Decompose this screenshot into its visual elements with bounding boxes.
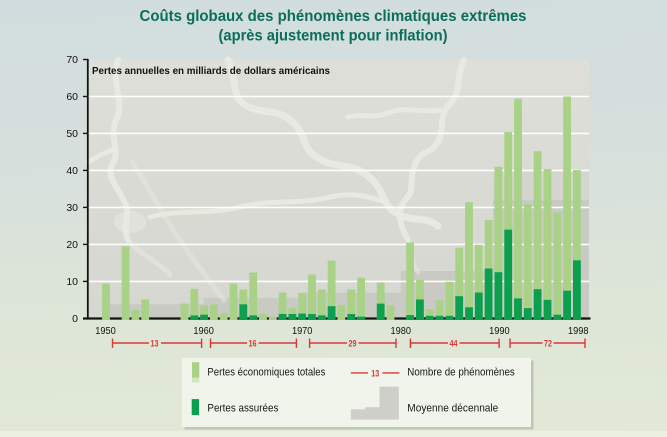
svg-text:Pertes annuelles en milliards: Pertes annuelles en milliards de dollars… bbox=[92, 65, 330, 77]
svg-text:1960: 1960 bbox=[193, 326, 214, 337]
svg-text:16: 16 bbox=[249, 339, 257, 350]
svg-text:0: 0 bbox=[72, 313, 78, 325]
svg-text:1970: 1970 bbox=[292, 326, 313, 337]
svg-text:Nombre de phénomènes: Nombre de phénomènes bbox=[407, 366, 515, 378]
svg-text:Pertes assurées: Pertes assurées bbox=[207, 403, 279, 415]
svg-text:Moyenne décennale: Moyenne décennale bbox=[407, 403, 498, 415]
svg-text:13: 13 bbox=[151, 339, 159, 350]
svg-text:30: 30 bbox=[66, 202, 78, 214]
svg-text:10: 10 bbox=[66, 276, 78, 288]
svg-text:1980: 1980 bbox=[391, 326, 412, 337]
svg-text:Coûts globaux des phénomènes c: Coûts globaux des phénomènes climatiques… bbox=[140, 8, 527, 25]
svg-text:(après ajustement pour inflati: (après ajustement pour inflation) bbox=[219, 28, 448, 45]
svg-text:40: 40 bbox=[66, 165, 78, 177]
svg-text:70: 70 bbox=[66, 54, 78, 66]
svg-text:Pertes économiques totales: Pertes économiques totales bbox=[207, 366, 326, 378]
svg-text:60: 60 bbox=[66, 91, 78, 103]
svg-text:29: 29 bbox=[349, 339, 357, 350]
svg-text:72: 72 bbox=[544, 339, 552, 350]
svg-text:13: 13 bbox=[371, 368, 379, 379]
svg-text:1990: 1990 bbox=[489, 326, 510, 337]
svg-text:50: 50 bbox=[66, 128, 78, 140]
svg-text:20: 20 bbox=[66, 239, 78, 251]
svg-text:44: 44 bbox=[450, 339, 459, 350]
svg-text:1950: 1950 bbox=[95, 326, 116, 337]
svg-text:1998: 1998 bbox=[568, 326, 589, 337]
